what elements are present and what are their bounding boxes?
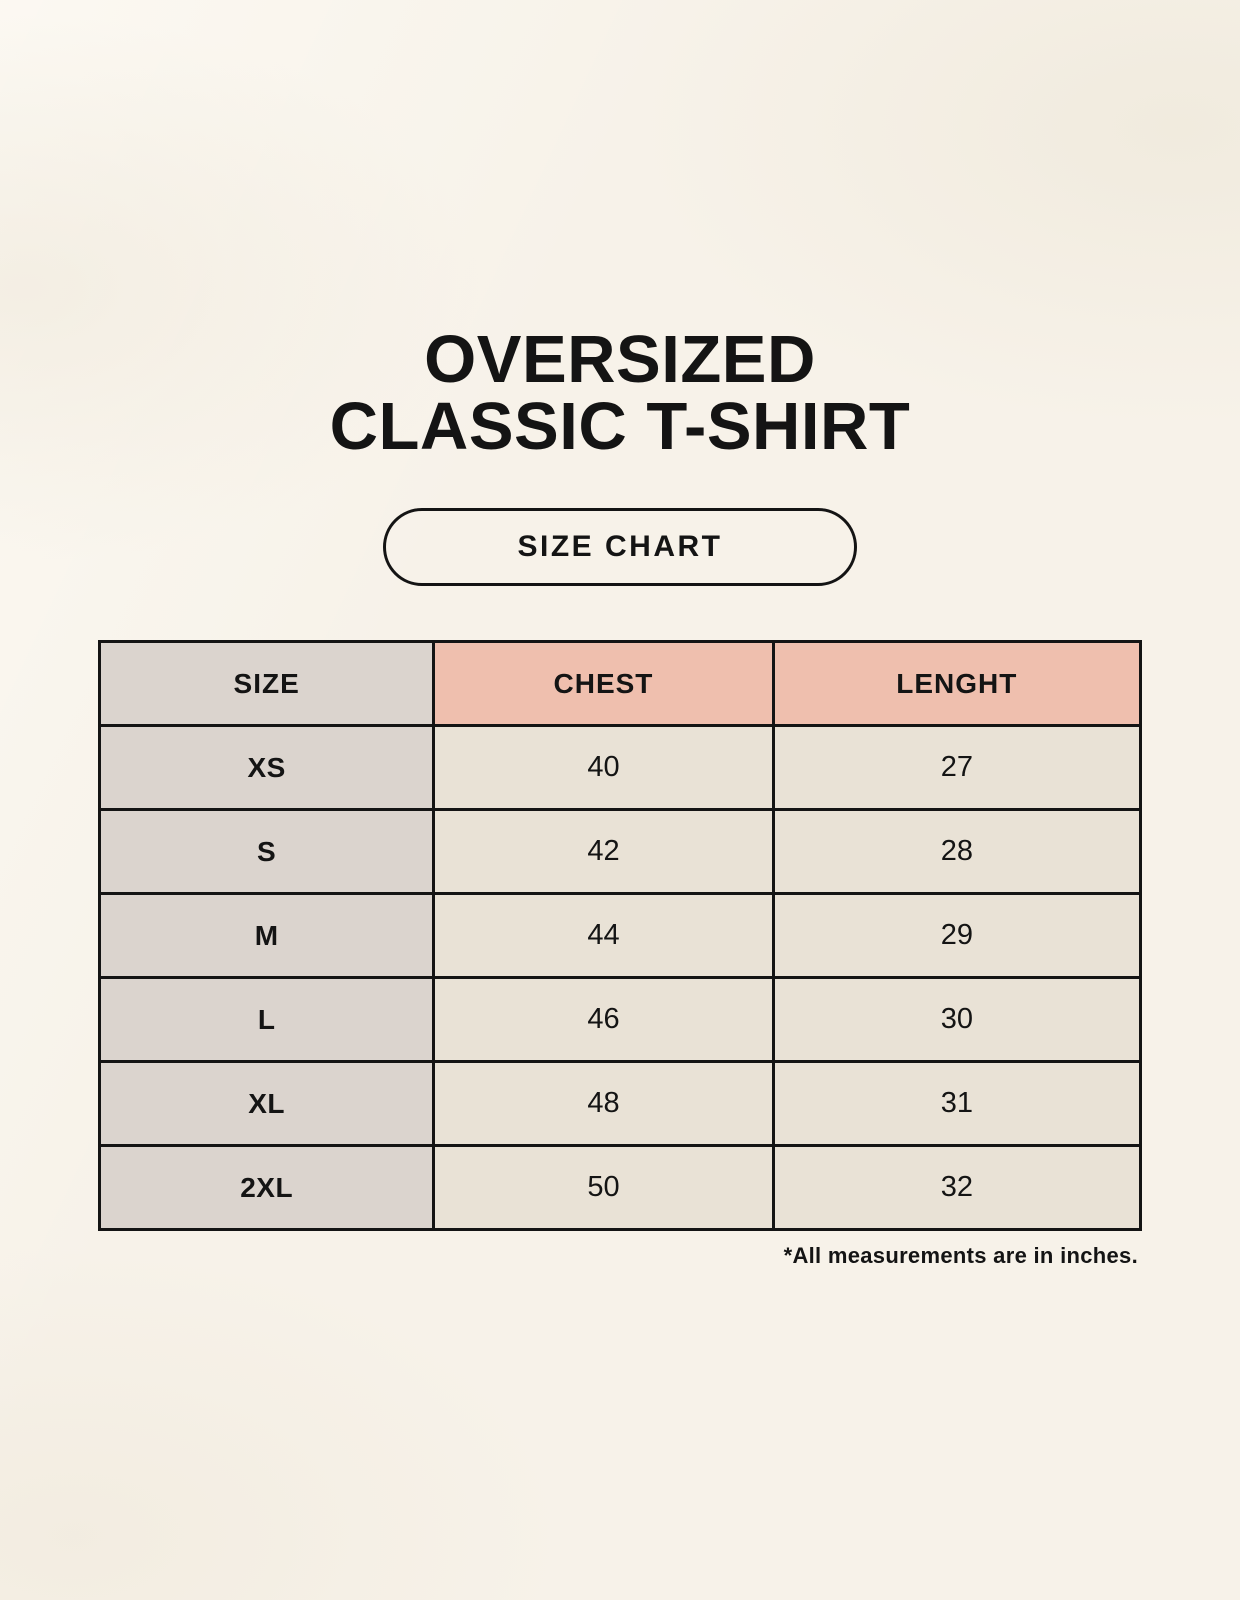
size-label: XS (97, 724, 436, 811)
table-row: XS 40 27 (97, 724, 1143, 811)
chest-value: 44 (432, 892, 775, 979)
chest-value: 46 (432, 976, 775, 1063)
size-label: M (97, 892, 436, 979)
size-label: XL (97, 1060, 436, 1147)
chest-value: 48 (432, 1060, 775, 1147)
table-row: 2XL 50 32 (97, 1144, 1143, 1231)
table-row: S 42 28 (97, 808, 1143, 895)
measurements-footnote: *All measurements are in inches. (783, 1243, 1138, 1268)
title-line-1: OVERSIZED (424, 322, 816, 397)
table-row: XL 48 31 (97, 1060, 1143, 1147)
size-label: L (97, 976, 436, 1063)
length-value: 30 (771, 976, 1143, 1063)
size-label: 2XL (97, 1144, 436, 1231)
length-value: 28 (771, 808, 1143, 895)
length-value: 29 (771, 892, 1143, 979)
length-value: 27 (771, 724, 1143, 811)
column-header-chest: CHEST (432, 640, 775, 727)
table-header-row: SIZE CHEST LENGHT (97, 640, 1143, 727)
size-label: S (97, 808, 436, 895)
column-header-size: SIZE (97, 640, 436, 727)
page-title: OVERSIZED CLASSIC T-SHIRT (0, 0, 1240, 460)
chest-value: 40 (432, 724, 775, 811)
chest-value: 50 (432, 1144, 775, 1231)
chest-value: 42 (432, 808, 775, 895)
title-line-2: CLASSIC T-SHIRT (329, 389, 911, 464)
column-header-length: LENGHT (771, 640, 1143, 727)
table-row: M 44 29 (97, 892, 1143, 979)
length-value: 32 (771, 1144, 1143, 1231)
table-row: L 46 30 (97, 976, 1143, 1063)
size-chart-button[interactable]: SIZE CHART (383, 508, 857, 586)
length-value: 31 (771, 1060, 1143, 1147)
size-chart-table: SIZE CHEST LENGHT XS 40 27 S 42 28 M 44 … (97, 640, 1143, 1231)
